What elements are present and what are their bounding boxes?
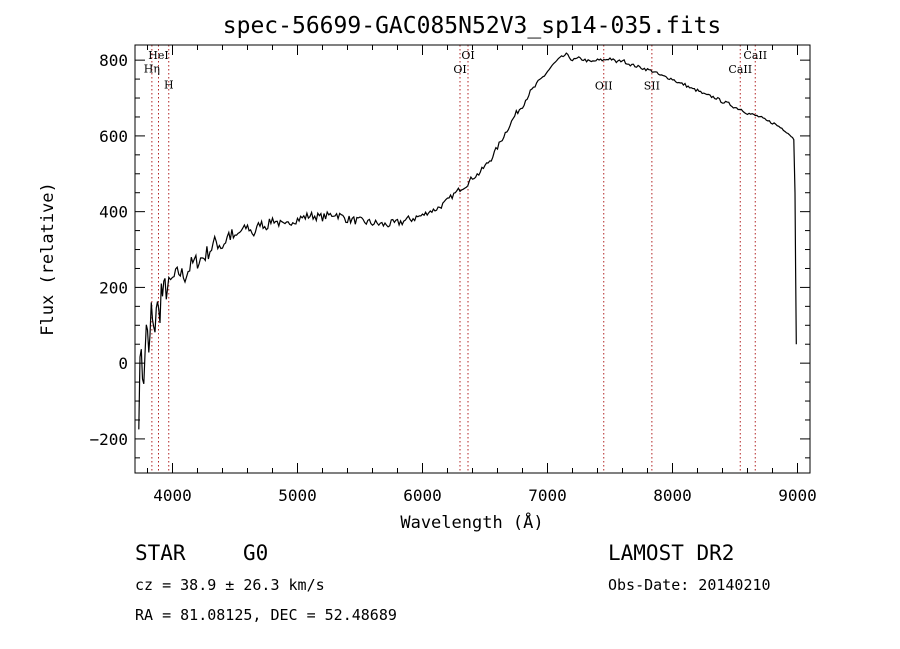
survey-name: LAMOST DR2 [608,541,734,565]
line-label-6: SII [644,79,660,92]
x-tick-label: 8000 [653,486,692,505]
x-tick-label: 5000 [278,486,317,505]
y-tick-label: 800 [99,51,128,70]
observation-date: Obs-Date: 20140210 [608,576,771,594]
object-subclass: G0 [243,541,268,565]
line-label-0: Hη [144,63,160,76]
spectral-line-markers [151,45,756,473]
spectrum-line [138,52,797,430]
y-axis-label: Flux (relative) [38,182,58,336]
plot-frame [134,44,811,474]
line-label-3: OI [453,63,466,76]
x-tick-label: 4000 [153,486,192,505]
x-tick-label: 6000 [403,486,442,505]
line-label-2: H [164,79,174,92]
object-class: STAR [135,541,186,565]
y-axis-ticks: −200 0 200 400 600 800 [89,51,810,459]
y-tick-label: −200 [89,430,128,449]
y-tick-label: 400 [99,203,128,222]
x-axis-ticks: 4000 5000 6000 7000 8000 9000 [147,45,817,505]
y-tick-label: 0 [118,354,128,373]
line-label-4: OI [461,49,474,62]
x-axis-label: Wavelength (Å) [400,511,543,533]
redshift-velocity: cz = 38.9 ± 26.3 km/s [135,576,325,594]
line-label-1: HeI [148,49,168,62]
line-label-5: OII [595,79,613,92]
y-tick-label: 200 [99,278,128,297]
line-label-8: CaII [743,49,767,62]
coordinates: RA = 81.08125, DEC = 52.48689 [135,606,397,624]
x-tick-label: 7000 [528,486,567,505]
x-tick-label: 9000 [778,486,817,505]
chart-title: spec-56699-GAC085N52V3_sp14-035.fits [223,13,722,39]
y-tick-label: 600 [99,127,128,146]
line-label-7: CaII [728,63,752,76]
